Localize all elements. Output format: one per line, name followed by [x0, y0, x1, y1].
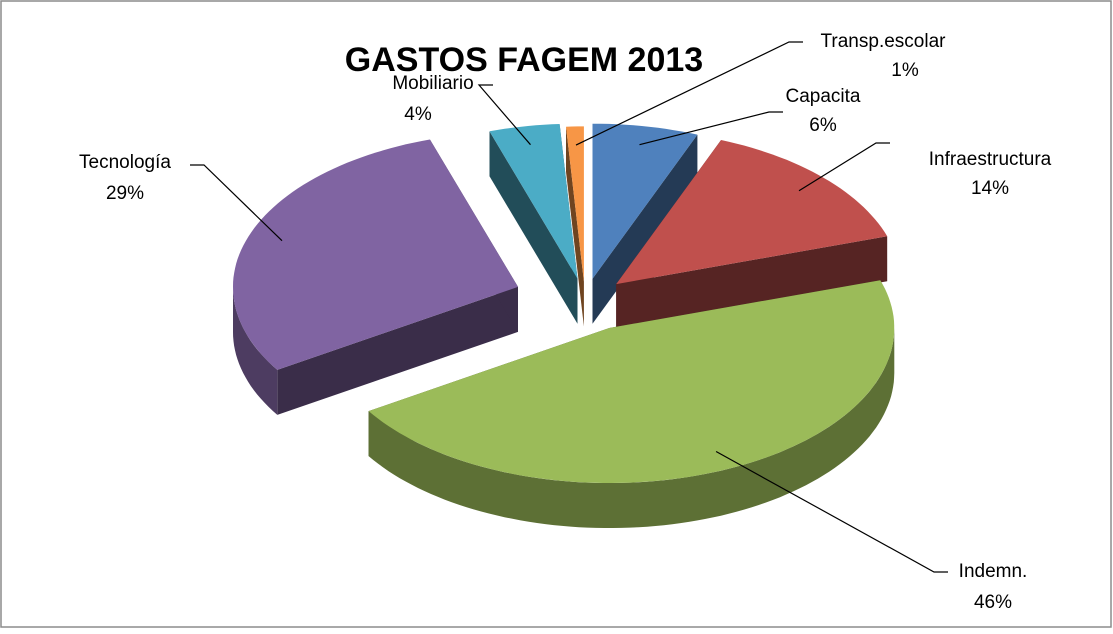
pie: [233, 123, 895, 528]
slice-cut-face: [566, 126, 584, 327]
data-label-name: Capacita: [786, 86, 861, 107]
data-label-value: 1%: [891, 60, 919, 81]
slice: [566, 126, 584, 282]
slice-cut-face: [616, 236, 888, 330]
data-label-name: Transp.escolar: [821, 31, 947, 52]
data-label-name: Infraestructura: [929, 149, 1052, 170]
slice: [616, 140, 888, 285]
leader-line: [639, 111, 783, 146]
data-label-value: 4%: [404, 104, 432, 125]
data-label-name: Mobiliario: [392, 73, 473, 94]
leader-line: [575, 41, 803, 146]
data-label-value: 14%: [971, 178, 1009, 199]
data-label-value: 6%: [809, 115, 837, 136]
slice-cut-face: [277, 286, 518, 415]
leader-line: [798, 142, 890, 192]
leader-line: [190, 164, 283, 242]
leader-line: [477, 84, 531, 146]
slice: [592, 123, 698, 279]
data-label-value: 29%: [106, 183, 144, 204]
leader-line: [715, 450, 948, 573]
data-label-name: Tecnología: [79, 152, 171, 173]
slice-side: [233, 286, 278, 415]
labels: Capacita 6% Infraestructura 14% Indemn. 46% Te…: [79, 31, 1052, 613]
slice-cut-face: [489, 131, 578, 324]
data-label-value: 46%: [974, 592, 1012, 613]
slice: [233, 139, 518, 370]
chart-title: GASTOS FAGEM 2013: [345, 41, 703, 79]
slice: [489, 124, 578, 279]
slice-cut-face: [592, 134, 698, 324]
data-label-name: Indemn.: [959, 561, 1028, 582]
slice: [368, 280, 895, 483]
